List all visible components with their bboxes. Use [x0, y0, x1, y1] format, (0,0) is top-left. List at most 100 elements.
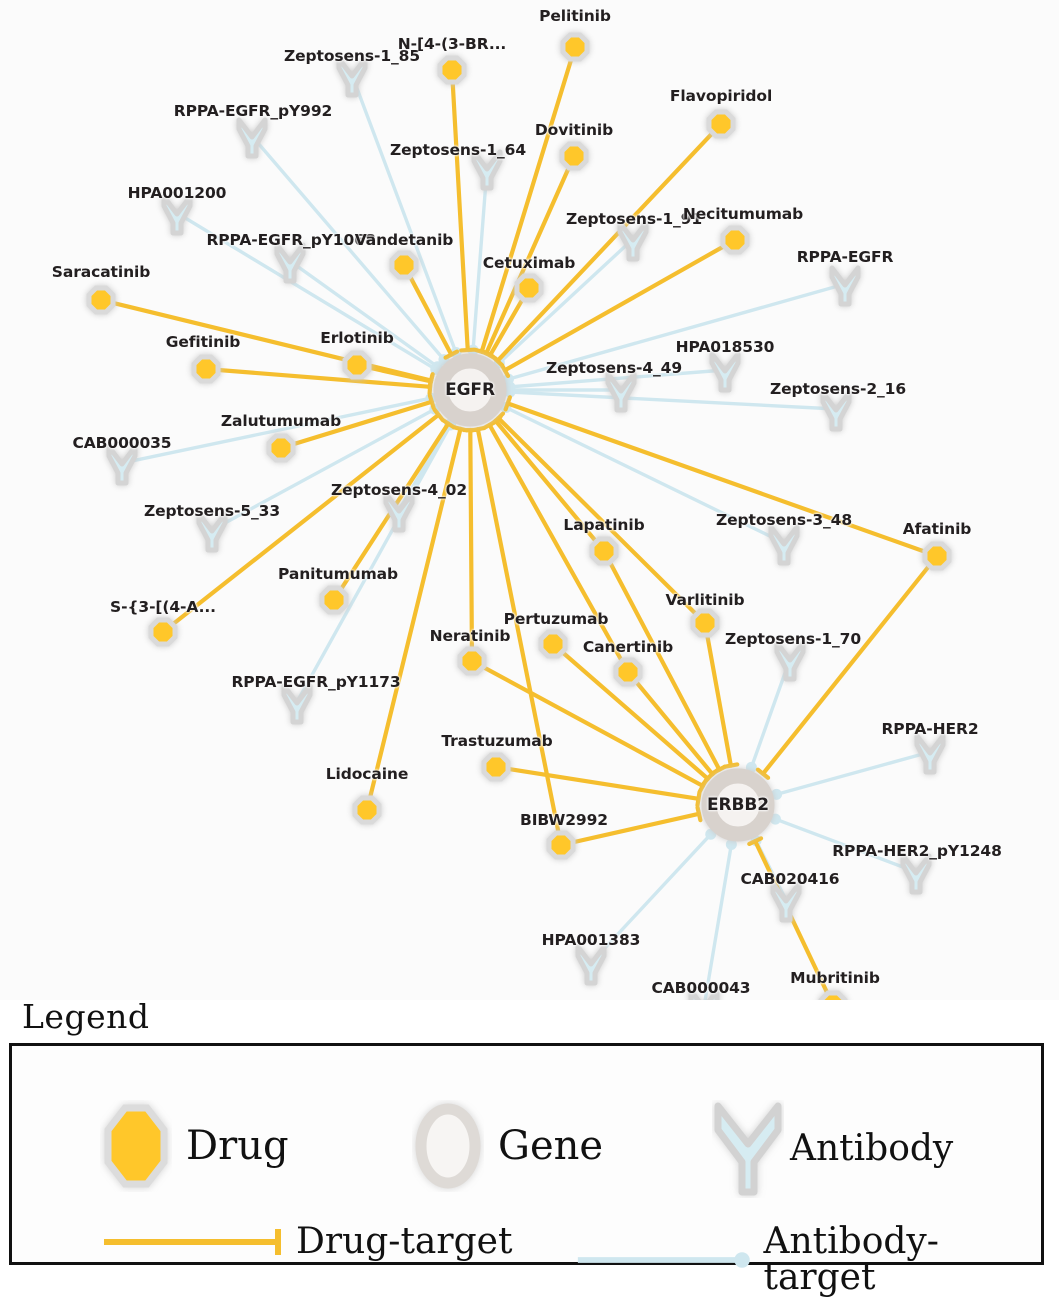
drug-node[interactable] — [549, 833, 573, 857]
edge — [496, 767, 699, 805]
legend-title: Legend — [22, 997, 149, 1036]
antibody-node[interactable] — [109, 447, 135, 483]
drug-label: Cetuximab — [483, 254, 575, 272]
antibody-node[interactable] — [578, 947, 604, 983]
drug-label: Erlotinib — [320, 329, 393, 347]
antibody-node[interactable] — [164, 197, 190, 233]
legend-label-gene: Gene — [498, 1126, 603, 1166]
legend-box: Drug Gene Antibody Drug-target — [9, 1043, 1044, 1265]
drug-label: Lapatinib — [563, 516, 644, 534]
legend-label-antibody-target: Antibody-target — [763, 1224, 1041, 1296]
antibody-node[interactable] — [917, 736, 943, 772]
antibody-icon — [712, 1100, 784, 1198]
drug-label: Mubritinib — [790, 969, 880, 987]
legend-label-antibody: Antibody — [790, 1131, 953, 1167]
drug-label: Varlitinib — [665, 591, 744, 609]
drug-label: Zalutumumab — [221, 412, 341, 430]
antibody-node[interactable] — [832, 268, 858, 304]
gene-label: ERBB2 — [707, 795, 769, 815]
drug-node[interactable] — [460, 649, 484, 673]
legend: Legend Drug Gene Antibody Drug-ta — [0, 995, 1059, 1280]
antibody-node[interactable] — [903, 856, 929, 892]
drug-label: Pertuzumab — [504, 610, 609, 628]
antibody-label: RPPA-EGFR_pY1068 — [206, 231, 375, 249]
antibody-label: Zeptosens-1_70 — [725, 630, 861, 648]
drug-node[interactable] — [484, 755, 508, 779]
drug-label: Canertinib — [583, 638, 673, 656]
drug-node[interactable] — [269, 436, 293, 460]
drug-icon — [100, 1100, 172, 1192]
antibody-label: Zeptosens-2_16 — [770, 380, 906, 398]
legend-edge-drug-target: Drug-target — [100, 1224, 512, 1260]
drug-label: Gefitinib — [166, 333, 241, 351]
drug-node[interactable] — [616, 660, 640, 684]
drug-node[interactable] — [562, 144, 586, 168]
drug-node[interactable] — [541, 632, 565, 656]
antibody-node[interactable] — [620, 223, 646, 259]
edge — [704, 839, 737, 1000]
antibody-target-edge-icon — [574, 1243, 757, 1277]
drug-label: S-{3-[(4-A... — [110, 598, 216, 616]
drug-label: N-[4-(3-BR... — [398, 35, 506, 53]
drug-label: BIBW2992 — [520, 811, 608, 829]
drug-label: Trastuzumab — [441, 732, 552, 750]
legend-label-drug-target: Drug-target — [296, 1224, 512, 1260]
drug-label: Neratinib — [430, 627, 511, 645]
drug-node[interactable] — [151, 620, 175, 644]
antibody-label: CAB020416 — [741, 870, 840, 888]
antibody-label: RPPA-EGFR — [797, 248, 894, 266]
drug-node[interactable] — [345, 353, 369, 377]
legend-label-drug: Drug — [186, 1126, 289, 1166]
antibody-label: HPA018530 — [676, 338, 775, 356]
edge — [452, 70, 474, 350]
antibody-node[interactable] — [771, 527, 797, 563]
drug-node[interactable] — [723, 228, 747, 252]
edge — [628, 672, 718, 778]
gene-icon — [412, 1100, 484, 1192]
drug-node[interactable] — [925, 544, 949, 568]
legend-node-gene: Gene — [412, 1100, 603, 1192]
antibody-label: RPPA-EGFR_pY992 — [174, 102, 332, 120]
legend-node-drug: Drug — [100, 1100, 289, 1192]
antibody-node[interactable] — [777, 643, 803, 679]
drug-label: Afatinib — [903, 520, 972, 538]
antibody-label: Zeptosens-4_02 — [331, 481, 467, 499]
drug-node[interactable] — [592, 539, 616, 563]
drug-node[interactable] — [322, 588, 346, 612]
drug-node[interactable] — [563, 35, 587, 59]
drug-label: Panitumumab — [278, 565, 398, 583]
drug-node[interactable] — [89, 288, 113, 312]
legend-edge-antibody-target: Antibody-target — [574, 1224, 1041, 1296]
antibody-label: CAB000035 — [73, 434, 172, 452]
antibody-label: HPA001383 — [542, 931, 641, 949]
drug-label: Necitumumab — [683, 205, 803, 223]
antibody-label: Zeptosens-1_91 — [566, 210, 702, 228]
drug-node[interactable] — [517, 276, 541, 300]
antibody-label: RPPA-HER2_pY1248 — [832, 842, 1002, 860]
antibody-node[interactable] — [239, 120, 265, 156]
antibody-label: Zeptosens-3_48 — [716, 511, 852, 529]
drug-node[interactable] — [392, 253, 416, 277]
drug-node[interactable] — [709, 112, 733, 136]
drug-label: Flavopiridol — [670, 87, 772, 105]
antibody-label: RPPA-EGFR_pY1173 — [231, 673, 400, 691]
drug-label: Dovitinib — [535, 121, 613, 139]
drug-label: Saracatinib — [52, 263, 150, 281]
drug-node[interactable] — [355, 798, 379, 822]
drug-node[interactable] — [693, 611, 717, 635]
drug-node[interactable] — [440, 58, 464, 82]
drug-node[interactable] — [194, 357, 218, 381]
drug-label: Lidocaine — [326, 765, 409, 783]
edge — [771, 752, 930, 800]
antibody-node[interactable] — [284, 686, 310, 722]
drug-label: Pelitinib — [539, 7, 611, 25]
antibody-label: RPPA-HER2 — [881, 720, 978, 738]
antibody-label: Zeptosens-5_33 — [144, 502, 280, 520]
edge — [746, 659, 790, 773]
antibody-node[interactable] — [823, 393, 849, 429]
drug-label: Vandetanib — [355, 231, 454, 249]
antibody-node[interactable] — [712, 354, 738, 390]
gene-label: EGFR — [445, 380, 495, 400]
antibody-node[interactable] — [773, 884, 799, 920]
